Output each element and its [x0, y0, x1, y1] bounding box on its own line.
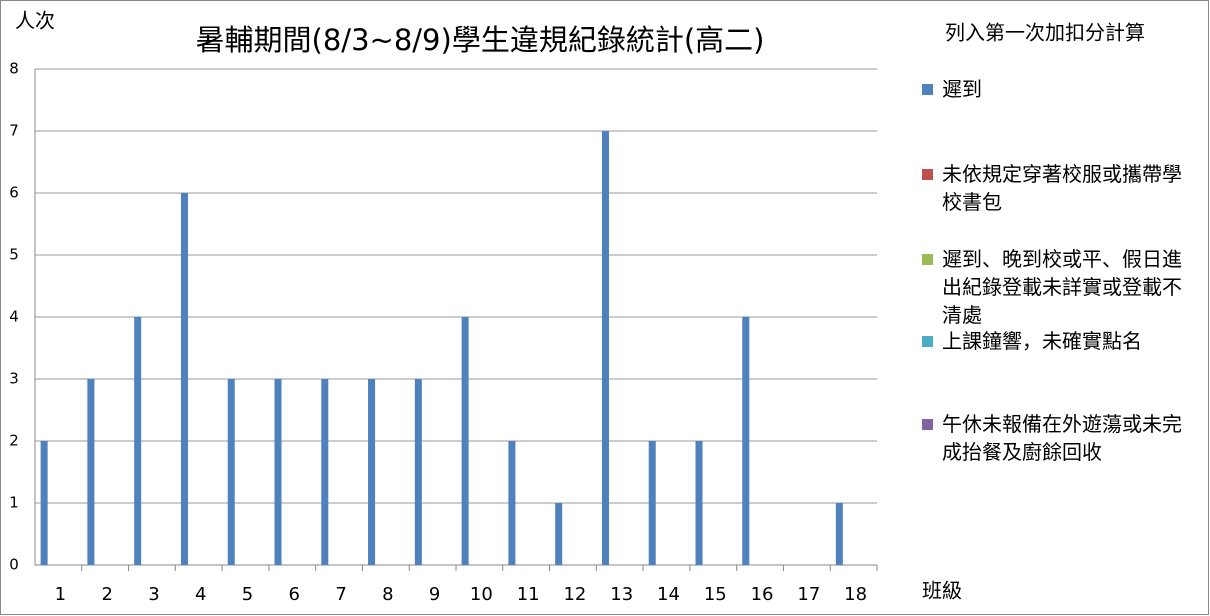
legend-item: 午休未報備在外遊蕩或未完成抬餐及廚餘回收	[922, 410, 1197, 466]
y-tick-label: 0	[9, 556, 19, 574]
y-tick-label: 4	[9, 308, 19, 326]
y-tick-label: 1	[9, 494, 19, 512]
bar	[648, 441, 656, 565]
x-tick-label: 3	[148, 584, 159, 605]
x-tick-label: 12	[563, 584, 586, 605]
legend-swatch	[922, 336, 933, 347]
legend-title: 列入第一次加扣分計算	[945, 21, 1145, 45]
y-tick-label: 5	[9, 246, 19, 264]
bar	[742, 317, 750, 565]
bar	[134, 317, 142, 565]
legend-swatch	[922, 254, 933, 265]
legend-item: 未依規定穿著校服或攜帶學校書包	[922, 160, 1197, 216]
x-tick-label: 15	[704, 584, 727, 605]
x-tick-label: 16	[751, 584, 774, 605]
y-tick-label: 7	[9, 122, 19, 140]
x-tick-label: 6	[289, 584, 300, 605]
bar	[368, 379, 376, 565]
legend-label: 遲到、晚到校或平、假日進出紀錄登載未詳實或登載不清處	[942, 247, 1182, 327]
bar	[180, 193, 188, 565]
bar	[461, 317, 469, 565]
bar	[508, 441, 516, 565]
bar	[414, 379, 422, 565]
x-tick-label: 11	[517, 584, 540, 605]
bar	[321, 379, 329, 565]
bar	[87, 379, 95, 565]
legend-label: 上課鐘響，未確實點名	[942, 329, 1142, 353]
legend-swatch	[922, 419, 933, 430]
x-axis-label: 班級	[922, 579, 962, 603]
bar	[227, 379, 235, 565]
bar	[695, 441, 703, 565]
legend-label: 遲到	[942, 77, 982, 101]
legend-swatch	[922, 84, 933, 95]
bar	[601, 131, 609, 565]
bar	[835, 503, 843, 565]
y-tick-label: 2	[9, 432, 19, 450]
x-tick-label: 10	[470, 584, 493, 605]
legend-item: 遲到	[922, 75, 1197, 103]
bar	[555, 503, 563, 565]
x-tick-label: 7	[335, 584, 346, 605]
y-tick-label: 8	[9, 60, 19, 78]
legend-item: 遲到、晚到校或平、假日進出紀錄登載未詳實或登載不清處	[922, 245, 1197, 329]
y-tick-label: 3	[9, 370, 19, 388]
x-tick-label: 8	[382, 584, 393, 605]
x-tick-label: 5	[242, 584, 253, 605]
legend-label: 未依規定穿著校服或攜帶學校書包	[942, 162, 1182, 214]
x-tick-label: 13	[610, 584, 633, 605]
x-tick-label: 18	[844, 584, 867, 605]
x-tick-label: 1	[55, 584, 66, 605]
legend-swatch	[922, 169, 933, 180]
y-axis-label: 人次	[15, 9, 55, 33]
chart-title: 暑輔期間(8/3~8/9)學生違規紀錄統計(高二)	[196, 23, 765, 57]
x-tick-label: 17	[797, 584, 820, 605]
legend-label: 午休未報備在外遊蕩或未完成抬餐及廚餘回收	[942, 412, 1182, 464]
bar	[274, 379, 282, 565]
x-tick-label: 14	[657, 584, 680, 605]
x-tick-label: 9	[429, 584, 440, 605]
bar	[40, 441, 48, 565]
legend-item: 上課鐘響，未確實點名	[922, 327, 1197, 355]
x-tick-label: 2	[101, 584, 112, 605]
x-tick-label: 4	[195, 584, 206, 605]
y-tick-label: 6	[9, 184, 19, 202]
